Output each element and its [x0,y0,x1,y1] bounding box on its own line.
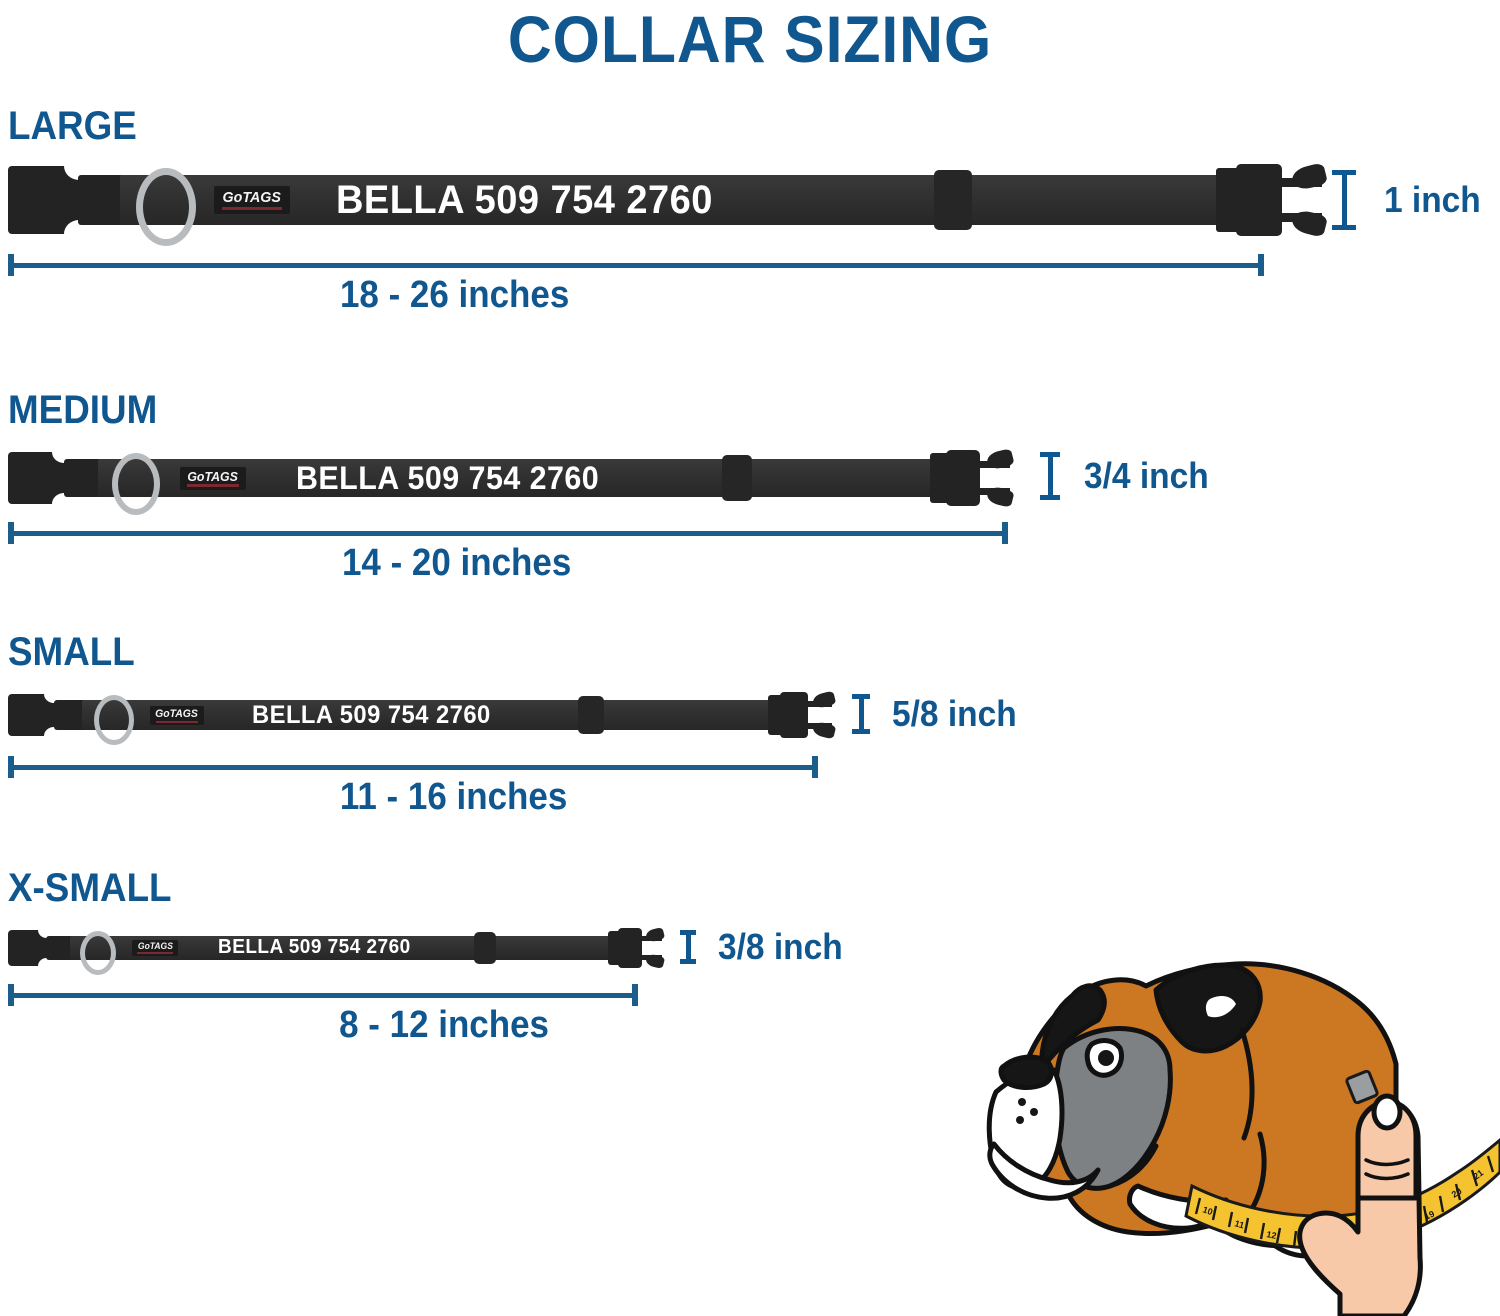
size-row-medium: MEDIUM GoTAGS BELLA 509 754 2760 3/4 inc… [0,388,1500,608]
male-buckle-prong-bottom-tip [644,953,666,969]
fingernail [1371,1093,1403,1131]
female-buckle-icon [8,922,55,974]
length-dimension-small [8,756,818,778]
female-buckle-icon [8,152,94,248]
dog-ear-highlight [1205,996,1236,1018]
dog-jaw [987,1141,1101,1201]
dog-whisker-dot [1018,1098,1026,1106]
size-row-small: SMALL GoTAGS BELLA 509 754 2760 5/8 inch… [0,630,1500,830]
size-label-medium: MEDIUM [8,388,158,432]
length-dimension-xsmall [8,984,638,1006]
dog-ear-far [1039,983,1107,1071]
gotags-badge: GoTAGS [132,940,178,956]
caliper-icon [852,694,870,734]
collar-large: GoTAGS BELLA 509 754 2760 [8,152,1329,248]
female-buckle-icon [8,685,64,745]
collar-medium: GoTAGS BELLA 509 754 2760 [8,441,1038,515]
gotags-badge-label: GoTAGS [137,941,173,951]
gotags-badge-label: GoTAGS [222,189,282,206]
d-ring-icon [80,931,116,975]
dog-measuring-illustration: 10 11 12 13 14 15 16 19 20 21 [986,961,1500,1316]
width-label-large: 1 inch [1384,179,1481,220]
strap-slider [934,170,972,230]
collar-engraving-xsmall: BELLA 509 754 2760 [218,936,411,958]
gotags-badge: GoTAGS [180,467,246,490]
female-buckle-icon [8,441,76,515]
gotags-badge-label: GoTAGS [187,469,239,484]
tape-clip [1345,1069,1379,1105]
d-ring-icon [94,695,134,745]
gotags-badge: GoTAGS [214,186,290,214]
size-label-small: SMALL [8,630,135,674]
tape-number: 11 [1233,1218,1245,1230]
width-indicator-small: 5/8 inch [852,693,1026,734]
collar-engraving-large: BELLA 509 754 2760 [336,178,713,222]
dog-pupil [1098,1050,1114,1066]
collar-xsmall: GoTAGS BELLA 509 754 2760 [8,922,688,975]
male-buckle-head [780,692,808,738]
strap-slider [722,455,752,501]
length-label-medium: 14 - 20 inches [341,542,572,584]
size-label-xsmall: X-SMALL [8,866,172,910]
male-buckle-head [618,928,642,968]
d-ring-icon [136,168,196,246]
width-indicator-large: 1 inch [1332,170,1488,230]
strap-slider [578,696,604,734]
dog-neck-fold [1247,1131,1267,1215]
width-label-small: 5/8 inch [892,693,1017,734]
collar-engraving-small: BELLA 509 754 2760 [252,701,491,729]
dog-nose [998,1054,1054,1090]
tape-number: 12 [1266,1229,1278,1241]
hand-holding-tape [1297,1093,1423,1316]
strap-slider [474,932,496,964]
dog-whisker-dot [1016,1116,1024,1124]
page-title: COLLAR SIZING [507,2,993,76]
width-label-xsmall: 3/8 inch [718,926,843,967]
size-label-large: LARGE [8,104,137,148]
length-dimension-medium [8,522,1008,544]
width-indicator-xsmall: 3/8 inch [680,926,852,967]
dog-whisker-dot [1030,1108,1038,1116]
caliper-icon [1040,452,1060,500]
dog-cheek-line [1107,1143,1159,1189]
size-row-large: LARGE GoTAGS BELLA 509 754 2760 [0,104,1500,334]
collar-engraving-medium: BELLA 509 754 2760 [296,460,600,496]
caliper-icon [680,930,696,964]
male-buckle-head [946,450,980,506]
dog-neck-fold [1239,1027,1255,1141]
length-label-large: 18 - 26 inches [339,274,570,316]
caliper-icon [1332,170,1356,230]
collar-small: GoTAGS BELLA 509 754 2760 [8,685,858,745]
tape-number: 19 [1423,1209,1436,1222]
tape-number: 21 [1471,1168,1485,1182]
male-buckle-head [1236,164,1282,236]
length-dimension-large [8,254,1264,276]
gotags-badge: GoTAGS [150,706,204,725]
tape-number: 20 [1450,1186,1464,1200]
male-buckle-body [930,453,950,503]
width-label-medium: 3/4 inch [1084,455,1209,496]
gotags-badge-label: GoTAGS [155,707,199,720]
knuckle-crease [1364,1158,1410,1167]
knuckle-crease [1364,1172,1410,1181]
collar-strap [120,175,1268,225]
length-label-small: 11 - 16 inches [339,776,568,818]
length-label-xsmall: 8 - 12 inches [339,1004,549,1046]
width-indicator-medium: 3/4 inch [1040,452,1218,500]
male-buckle-prong-bottom-tip [811,720,837,740]
tape-number: 10 [1201,1204,1214,1217]
size-row-xsmall: X-SMALL GoTAGS BELLA 509 754 2760 3/8 in… [0,866,1500,1066]
male-buckle-prong-bottom-tip [985,485,1015,508]
d-ring-icon [112,453,160,515]
male-buckle-prong-bottom-tip [1289,208,1329,238]
male-buckle-prong-top-tip [1289,162,1329,192]
